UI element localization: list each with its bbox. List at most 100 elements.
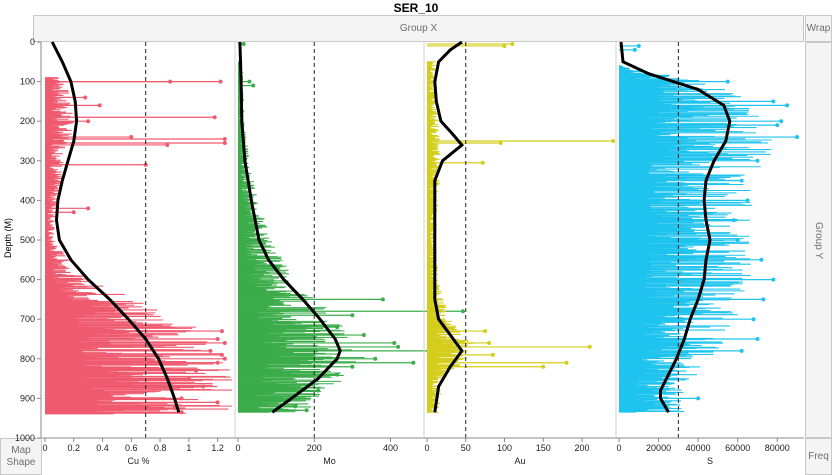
x-tick-label: 0	[616, 443, 621, 453]
data-point	[222, 140, 227, 145]
data-point	[222, 340, 227, 345]
data-point	[201, 384, 206, 389]
data-point	[247, 79, 252, 84]
data-point	[335, 372, 340, 377]
trend-line	[238, 41, 342, 414]
y-tick-label: 600	[20, 275, 35, 285]
map-shape-label-line1: Map	[11, 444, 31, 456]
y-tick-label: 1000	[15, 433, 35, 443]
data-point	[165, 142, 170, 147]
data-point	[498, 140, 503, 145]
data-point	[751, 317, 756, 322]
data-point	[218, 79, 223, 84]
y-tick-label: 800	[20, 354, 35, 364]
data-point	[487, 340, 491, 345]
data-point	[380, 297, 385, 302]
data-point	[219, 329, 224, 334]
x-tick-label: 0.6	[125, 443, 138, 453]
data-point	[480, 160, 485, 165]
data-point	[775, 123, 780, 128]
x-tick-label: 1	[186, 443, 191, 453]
data-point	[373, 356, 378, 361]
data-point	[759, 257, 764, 262]
x-tick-label: 100	[497, 443, 512, 453]
data-point	[725, 79, 730, 84]
x-tick-label: 0.2	[68, 443, 81, 453]
data-point	[361, 333, 366, 338]
data-point	[350, 364, 355, 369]
data-point	[71, 210, 76, 215]
data-point	[761, 297, 766, 302]
data-point	[172, 406, 177, 411]
data-point	[611, 139, 615, 143]
data-point	[222, 356, 227, 361]
x-tick-label: 1.2	[211, 443, 224, 453]
map-shape-label-line2: Shape	[6, 456, 36, 468]
trend-line	[50, 41, 181, 413]
data-point	[251, 228, 256, 233]
data-point	[350, 313, 355, 318]
x-tick-label: 200	[574, 443, 589, 453]
trend-line	[619, 41, 732, 414]
trend-line	[433, 40, 465, 413]
x-tick-label: 0.4	[96, 443, 109, 453]
data-point	[86, 119, 91, 124]
data-point	[186, 376, 191, 381]
y-tick-label: 0	[30, 37, 35, 47]
chart-title: SER_10	[393, 1, 439, 15]
data-point	[696, 396, 701, 401]
data-point	[97, 103, 102, 108]
data-point	[249, 218, 254, 223]
data-point	[632, 47, 637, 52]
map-shape-drop-zone[interactable]: Map Shape	[0, 438, 42, 475]
x-tick-label: 50	[461, 443, 471, 453]
data-point	[460, 309, 465, 314]
data-point	[396, 344, 401, 349]
data-point	[483, 329, 488, 334]
data-point	[219, 352, 224, 357]
data-point	[208, 348, 213, 353]
data-point	[564, 360, 569, 365]
data-point	[779, 119, 784, 124]
x-tick-label: 400	[383, 443, 398, 453]
y-tick-label: 300	[20, 156, 35, 166]
x-tick-label: 0.8	[154, 443, 167, 453]
data-point	[392, 340, 397, 345]
x-tick-label: 60000	[725, 443, 750, 453]
data-point	[502, 43, 507, 48]
data-point	[304, 408, 309, 413]
data-point	[731, 218, 736, 223]
y-tick-label: 700	[20, 314, 35, 324]
x-tick-label: 40000	[686, 443, 711, 453]
group-y-drop-zone[interactable]: Group Y	[805, 42, 832, 438]
data-point	[215, 400, 220, 405]
data-point	[179, 410, 184, 415]
data-point	[212, 115, 217, 120]
data-point	[86, 206, 91, 211]
data-point	[335, 325, 340, 330]
x-axis-label: S	[707, 456, 713, 466]
y-tick-label: 400	[20, 195, 35, 205]
data-point	[735, 238, 740, 242]
data-point	[755, 337, 760, 341]
x-axis-label: Au	[514, 456, 525, 466]
data-point	[179, 396, 184, 401]
y-tick-label: 900	[20, 393, 35, 403]
x-tick-label: 0	[235, 443, 240, 453]
data-point	[771, 99, 776, 104]
y-tick-label: 200	[20, 116, 35, 126]
x-tick-label: 80000	[765, 443, 790, 453]
x-axis-label: Cu %	[127, 456, 149, 466]
data-point	[129, 135, 134, 140]
data-point	[411, 360, 416, 365]
data-point	[255, 277, 260, 282]
data-point	[215, 337, 220, 341]
data-point	[785, 103, 790, 108]
data-point	[251, 83, 256, 88]
group-x-drop-zone[interactable]: Group X	[33, 15, 804, 42]
data-point	[222, 137, 227, 142]
x-tick-label: 200	[307, 443, 322, 453]
data-point	[194, 368, 199, 373]
data-point	[541, 364, 546, 369]
